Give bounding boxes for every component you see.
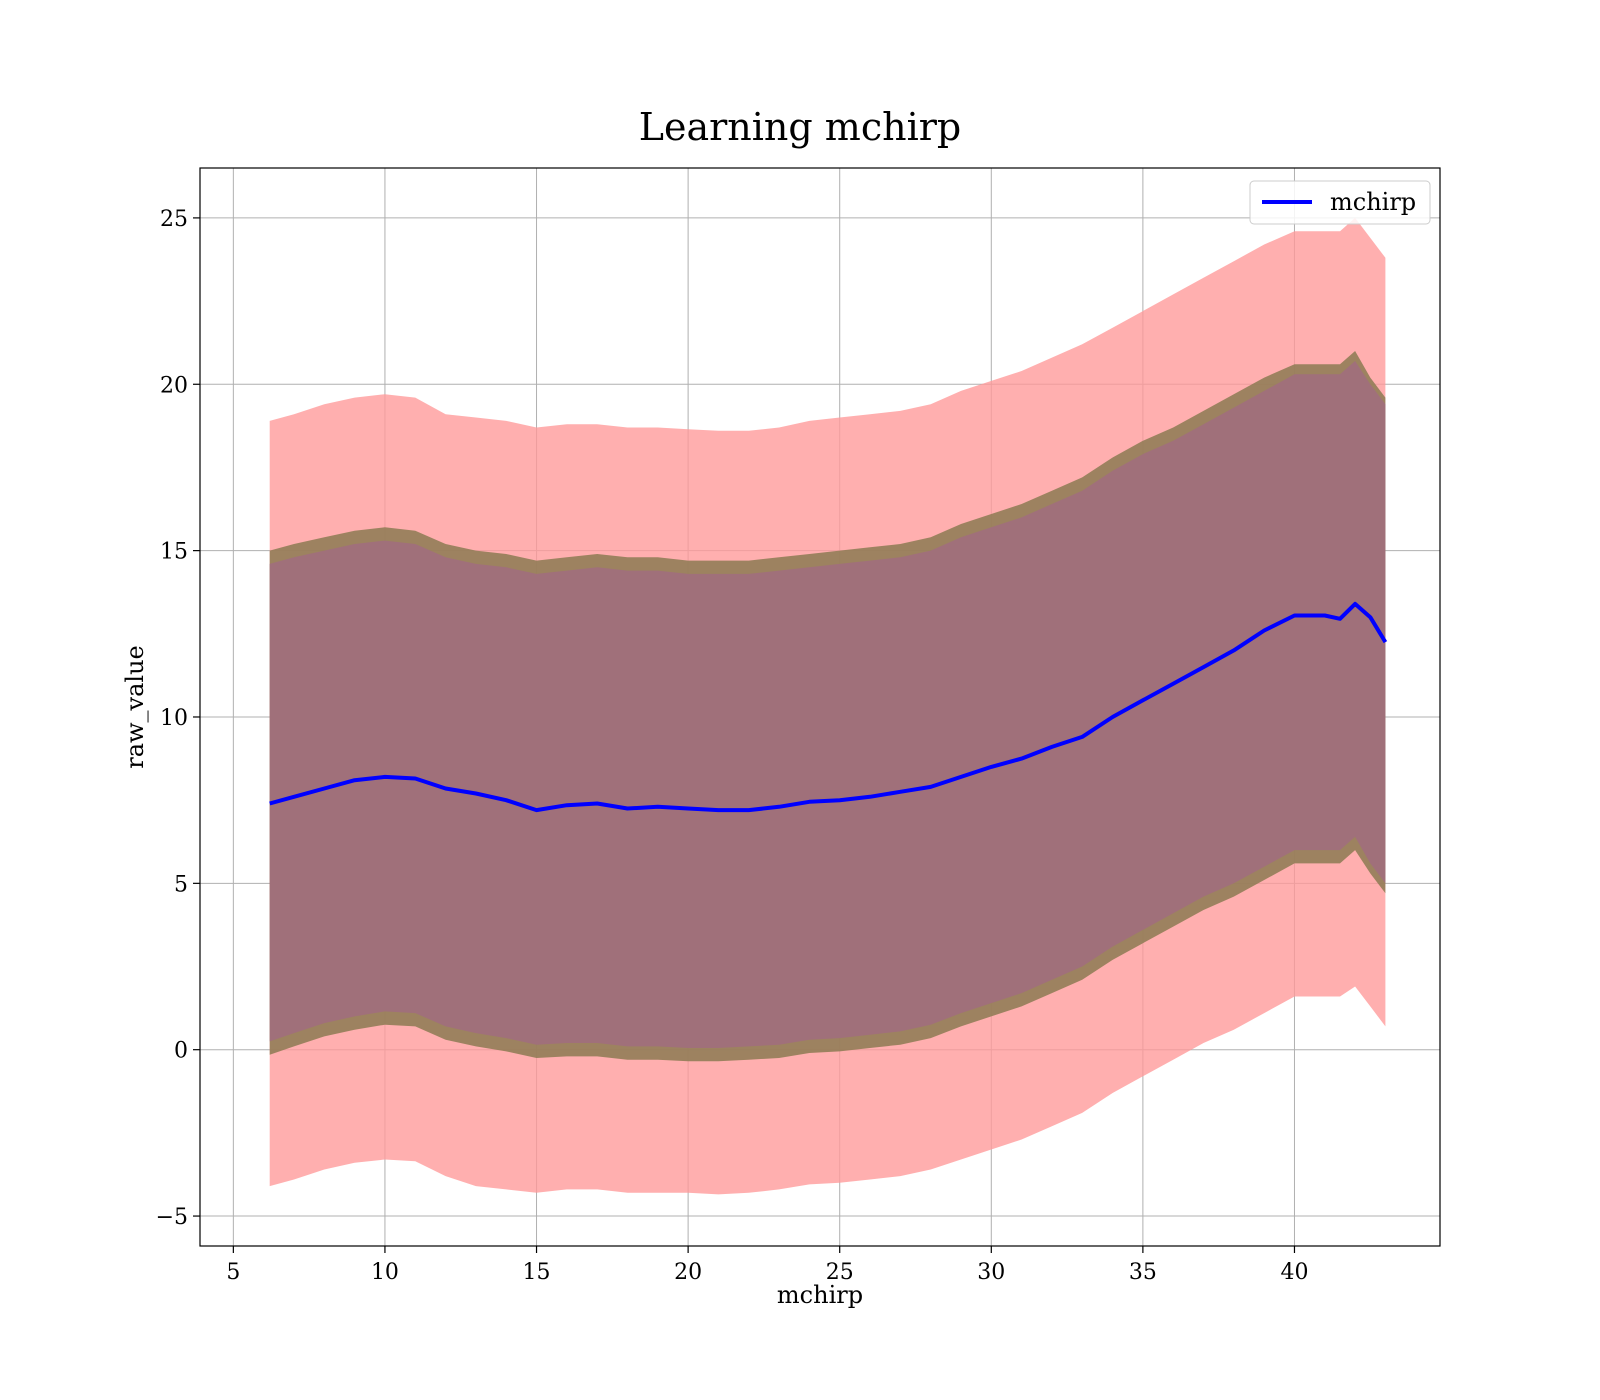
y-tick-label-0: −5 (156, 1205, 188, 1230)
y-tick-label-3: 10 (160, 706, 188, 731)
y-tick-label-6: 25 (160, 207, 188, 232)
x-axis-title: mchirp (777, 1281, 863, 1309)
y-tick-label-5: 20 (160, 373, 188, 398)
legend-label-mchirp: mchirp (1330, 188, 1416, 216)
x-tick-label-5: 30 (977, 1260, 1005, 1285)
x-tick-label-2: 15 (523, 1260, 551, 1285)
y-tick-label-4: 15 (160, 540, 188, 565)
legend-box (1249, 180, 1431, 225)
series-lines (269, 601, 1388, 813)
x-tick-label-0: 5 (226, 1260, 240, 1285)
x-tick-label-1: 10 (371, 1260, 399, 1285)
band-core (269, 361, 1386, 1048)
series-line-mchirp (269, 601, 1388, 813)
axis-ticks: 5 10 15 20 25 30 35 40 −5 0 5 10 15 20 25 (156, 207, 1309, 1285)
plot-frame (199, 167, 1441, 1247)
legend: mchirp (1249, 180, 1431, 225)
x-tick-label-6: 35 (1129, 1260, 1157, 1285)
x-tick-label-7: 40 (1280, 1260, 1308, 1285)
x-tick-label-3: 20 (674, 1260, 702, 1285)
x-tick-label-4: 25 (826, 1260, 854, 1285)
y-axis-title: raw_value (121, 645, 149, 769)
y-tick-label-2: 5 (174, 872, 188, 897)
chart-title: Learning mchirp (639, 105, 961, 149)
y-tick-label-1: 0 (174, 1039, 188, 1064)
confidence-bands (269, 217, 1386, 1195)
